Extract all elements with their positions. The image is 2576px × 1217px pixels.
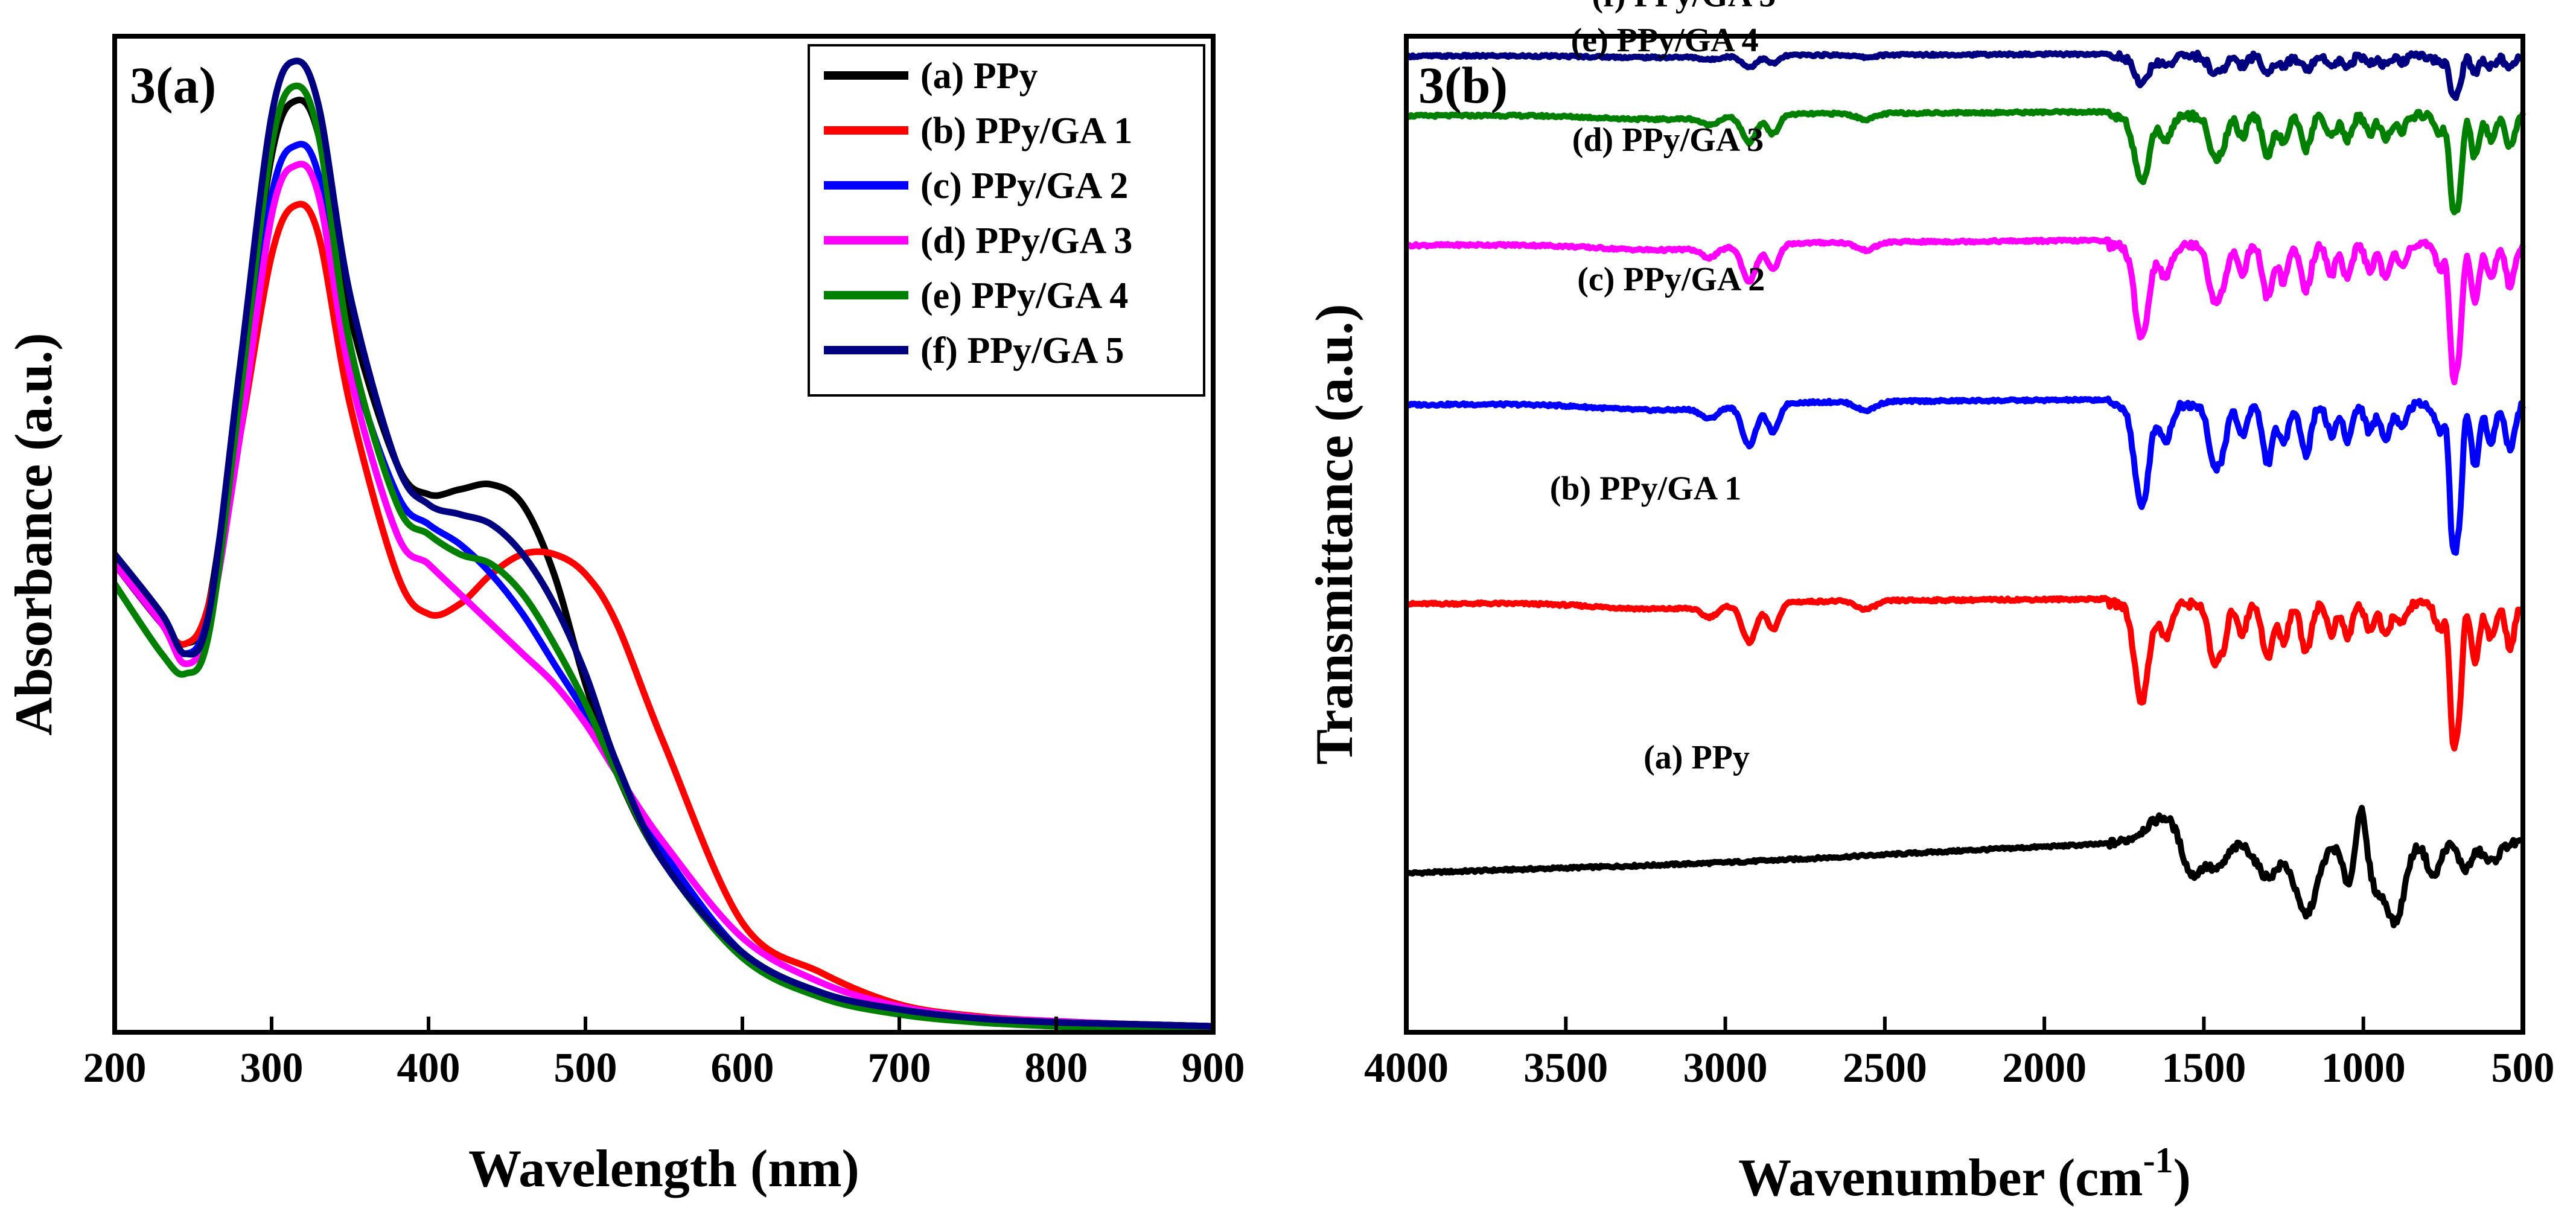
x-tick-label: 3000 (1683, 1045, 1768, 1091)
panel-a-ticks: 200 300 400 500 600 700 800 900 (83, 1017, 1245, 1091)
panel-b-frame (1404, 34, 2525, 1035)
ftir-series-line (1404, 107, 2526, 216)
curve-label: (d) PPy/GA 3 (1572, 121, 1764, 159)
ftir-series-line (1404, 805, 2525, 928)
legend-label: (f) PPy/GA 5 (920, 330, 1124, 371)
panel-b-y-title: Transmittance (a.u.) (1306, 304, 1364, 764)
panel-b-x-title-main: Wavenumber (cm (1738, 1149, 2143, 1207)
x-tick-label: 4000 (1364, 1045, 1449, 1091)
ftir-series-line (1404, 395, 2526, 556)
panel-a-curves (112, 57, 1214, 1033)
ftir-series-line (1404, 236, 2526, 386)
uv-series-line (112, 82, 1214, 1033)
uv-series-line (112, 57, 1214, 1030)
x-tick-label: 400 (397, 1045, 461, 1091)
x-tick-label: 2000 (2002, 1045, 2087, 1091)
x-tick-label: 3500 (1523, 1045, 1608, 1091)
curve-label: (a) PPy (1643, 739, 1750, 776)
legend-label: (e) PPy/GA 4 (920, 275, 1128, 316)
curve-label: (c) PPy/GA 2 (1577, 261, 1765, 298)
legend-items: (a) PPy (b) PPy/GA 1 (c) PPy/GA 2 (d) PPy/G… (824, 56, 1132, 371)
curve-label: (e) PPy/GA 4 (1571, 22, 1759, 59)
curve-label: (f) PPy/GA 5 (1592, 0, 1776, 14)
x-tick-label: 800 (1025, 1045, 1088, 1091)
panel-b-x-title-sup: -1 (2143, 1140, 2173, 1180)
legend-label: (a) PPy (920, 56, 1038, 97)
x-tick-label: 1500 (2161, 1045, 2246, 1091)
x-tick-label: 900 (1182, 1045, 1245, 1091)
legend-box (808, 44, 1205, 397)
panel-a-x-title: Wavelength (nm) (468, 1140, 859, 1198)
curve-label: (b) PPy/GA 1 (1550, 470, 1741, 507)
legend-label: (b) PPy/GA 1 (920, 110, 1132, 152)
panel-b-x-title: Wavenumber (cm-1) (1738, 1140, 2191, 1207)
x-tick-label: 1000 (2321, 1045, 2406, 1091)
x-tick-label: 700 (868, 1045, 931, 1091)
legend-label: (d) PPy/GA 3 (920, 220, 1132, 261)
panel-b-ticks: 4000 3500 3000 2500 2000 1500 1000 500 (1364, 1017, 2555, 1091)
panel-b-curve-labels: (a) PPy (b) PPy/GA 1 (c) PPy/GA 2 (d) PPy/G… (1550, 0, 1776, 776)
panel-b-label: 3(b) (1418, 56, 1508, 114)
ftir-series-line (1404, 50, 2525, 101)
ftir-series-line (1404, 595, 2525, 752)
x-tick-label: 2500 (1843, 1045, 1927, 1091)
panel-a-label: 3(a) (130, 56, 216, 114)
panel-b: 4000 3500 3000 2500 2000 1500 1000 500 3(b) Wav… (1306, 0, 2555, 1207)
panel-b-curves (1404, 50, 2526, 928)
x-tick-label: 500 (554, 1045, 617, 1091)
panel-a-legend: (a) PPy (b) PPy/GA 1 (c) PPy/GA 2 (d) PPy/G… (808, 44, 1205, 397)
panel-a: 200 300 400 500 600 700 800 900 3(a) Wavelength… (5, 34, 1245, 1198)
legend-label: (c) PPy/GA 2 (920, 165, 1128, 206)
x-tick-label: 300 (240, 1045, 304, 1091)
x-tick-label: 200 (83, 1045, 147, 1091)
x-tick-label: 500 (2492, 1045, 2555, 1091)
x-tick-label: 600 (711, 1045, 774, 1091)
panel-b-x-title-end: ) (2173, 1149, 2191, 1207)
panel-a-frame (112, 34, 1216, 1035)
panel-a-y-title: Absorbance (a.u.) (5, 333, 63, 735)
